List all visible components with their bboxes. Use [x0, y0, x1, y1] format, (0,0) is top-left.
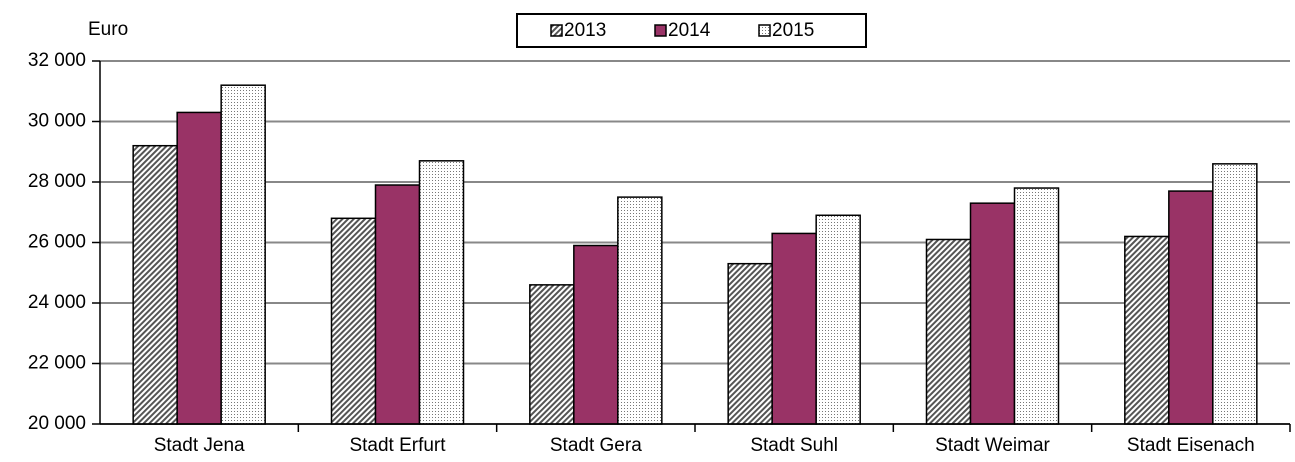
- x-tick-label: Stadt Eisenach: [1127, 435, 1255, 456]
- bar: [176, 111, 222, 425]
- x-tick-label: Stadt Erfurt: [349, 435, 446, 456]
- bar: [330, 217, 377, 425]
- bar: [1013, 187, 1060, 425]
- y-tick-label: 24 000: [28, 292, 86, 313]
- y-tick-label: 30 000: [28, 111, 86, 132]
- bar: [771, 232, 817, 425]
- y-tick-label: 20 000: [28, 413, 86, 434]
- bar: [815, 214, 861, 425]
- bar: [727, 262, 773, 425]
- y-tick-label: 32 000: [28, 50, 86, 71]
- legend-box: [516, 13, 867, 48]
- bar: [1212, 163, 1258, 425]
- y-tick-label: 28 000: [28, 171, 86, 192]
- bar: [617, 196, 663, 425]
- bar: [1124, 235, 1170, 425]
- bar: [1168, 190, 1214, 425]
- x-tick-label: Stadt Weimar: [935, 435, 1050, 456]
- y-axis-label: Euro: [88, 19, 128, 40]
- x-tick-label: Stadt Jena: [154, 435, 245, 456]
- bar: [969, 202, 1016, 425]
- legend-swatch: [758, 24, 771, 37]
- legend-label: 2013: [564, 20, 606, 41]
- bar: [418, 160, 465, 425]
- y-tick-label: 26 000: [28, 232, 86, 253]
- bar: [573, 244, 619, 425]
- bar: [925, 238, 972, 425]
- bar: [132, 144, 178, 425]
- legend-swatch: [654, 24, 667, 37]
- x-tick-label: Stadt Suhl: [750, 435, 838, 456]
- bar: [374, 184, 421, 425]
- x-tick-label: Stadt Gera: [550, 435, 642, 456]
- legend-label: 2015: [772, 20, 814, 41]
- bar: [529, 284, 575, 425]
- legend-label: 2014: [668, 20, 711, 41]
- legend-swatch: [550, 24, 563, 37]
- y-tick-label: 22 000: [28, 353, 86, 374]
- bar: [220, 84, 266, 425]
